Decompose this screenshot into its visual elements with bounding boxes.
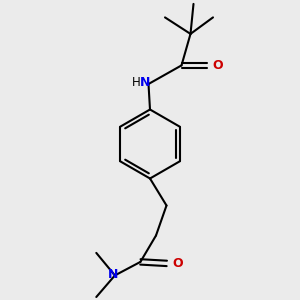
Text: N: N [140,76,151,89]
Text: H: H [131,76,140,89]
Text: O: O [212,59,223,72]
Text: N: N [108,268,118,281]
Text: O: O [172,257,183,270]
